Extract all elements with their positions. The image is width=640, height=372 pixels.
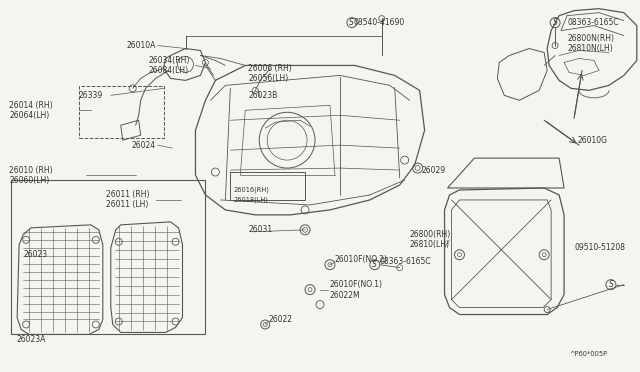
- Text: 08363-6165C: 08363-6165C: [380, 257, 431, 266]
- Text: 26064(LH): 26064(LH): [9, 111, 49, 120]
- Text: S: S: [609, 280, 613, 289]
- Bar: [11, 180, 205, 334]
- Text: S: S: [372, 260, 377, 269]
- Text: S: S: [349, 18, 355, 27]
- Text: 26339: 26339: [79, 91, 103, 100]
- Text: 26034(RH): 26034(RH): [148, 56, 190, 65]
- Text: 26810(LH): 26810(LH): [410, 240, 450, 249]
- Text: 26060(LH): 26060(LH): [9, 176, 49, 185]
- Bar: [230, 172, 305, 200]
- Text: 08540-41690: 08540-41690: [354, 18, 405, 27]
- Text: ^P60*005P: ^P60*005P: [569, 352, 607, 357]
- Text: 26010A: 26010A: [126, 41, 156, 50]
- Text: 26014 (RH): 26014 (RH): [9, 101, 52, 110]
- Text: S: S: [553, 18, 557, 27]
- Text: 26056(LH): 26056(LH): [248, 74, 289, 83]
- Text: 26023: 26023: [23, 250, 47, 259]
- Text: 26018(LH): 26018(LH): [234, 197, 268, 203]
- Text: 26031: 26031: [248, 225, 273, 234]
- Text: 26022: 26022: [268, 315, 292, 324]
- Text: 26810N(LH): 26810N(LH): [567, 44, 613, 53]
- Text: 09510-51208: 09510-51208: [574, 243, 625, 252]
- Text: 26800N(RH): 26800N(RH): [567, 34, 614, 43]
- Text: 26022M: 26022M: [330, 291, 360, 300]
- Text: 26023B: 26023B: [248, 91, 278, 100]
- Text: 26010F(NO.2): 26010F(NO.2): [335, 255, 388, 264]
- Text: 26006 (RH): 26006 (RH): [248, 64, 292, 73]
- Circle shape: [550, 17, 560, 28]
- Circle shape: [370, 260, 380, 270]
- Text: 26010F(NO.1): 26010F(NO.1): [330, 280, 383, 289]
- Circle shape: [347, 17, 357, 28]
- Text: 26010G: 26010G: [577, 136, 607, 145]
- Text: 26024: 26024: [131, 141, 156, 150]
- Text: 26010 (RH): 26010 (RH): [9, 166, 52, 174]
- Text: 26016(RH): 26016(RH): [234, 187, 269, 193]
- Bar: [79, 86, 164, 138]
- Text: 26800(RH): 26800(RH): [410, 230, 451, 239]
- Text: 26023A: 26023A: [16, 335, 45, 344]
- Circle shape: [606, 280, 616, 290]
- Text: 26011 (LH): 26011 (LH): [106, 201, 148, 209]
- Text: 08363-6165C: 08363-6165C: [567, 18, 619, 27]
- Text: 26011 (RH): 26011 (RH): [106, 190, 149, 199]
- Text: 26084(LH): 26084(LH): [148, 66, 189, 75]
- Text: 26029: 26029: [422, 166, 445, 174]
